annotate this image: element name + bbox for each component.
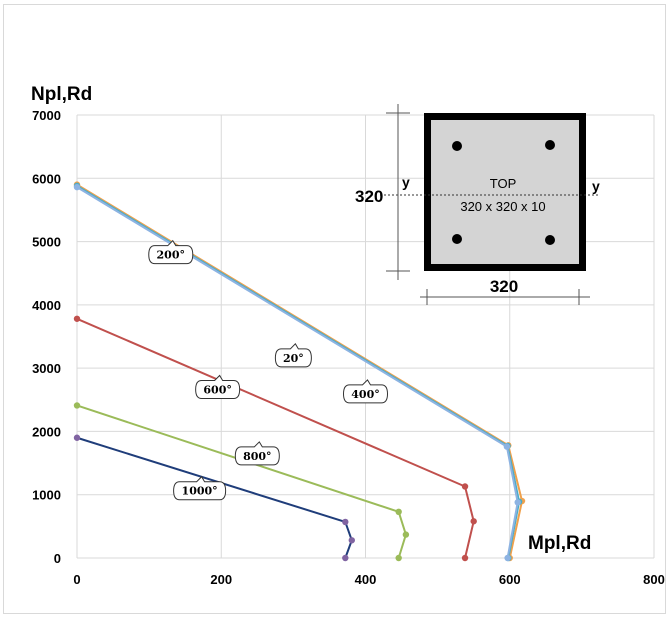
section-height-label: 320 — [355, 187, 383, 206]
data-point-600-0 — [73, 315, 81, 322]
data-point-400-0 — [73, 183, 81, 191]
callout-label-400: 400° — [351, 388, 379, 401]
callout-label-600: 600° — [203, 383, 231, 396]
section-axis-label-right: y — [592, 178, 600, 194]
rebar-bottom-right — [545, 235, 555, 245]
series-line-600 — [76, 317, 475, 559]
data-point-600-1 — [461, 483, 469, 490]
section-size-text: 320 x 320 x 10 — [460, 199, 545, 214]
callout-label-20: 20° — [283, 352, 304, 365]
callout-20: 20° — [274, 343, 312, 368]
data-point-600-3 — [461, 554, 469, 562]
callout-bubble-400 — [342, 379, 389, 404]
data-point-400-1 — [503, 443, 511, 450]
callout-bubble-1000 — [173, 475, 227, 501]
data-point-1000-3 — [342, 554, 349, 562]
y-tick-label-0: 0 — [54, 551, 61, 566]
tick-labels: 0 200 400 600 800 0 1000 2000 3000 4000 5000 6000 70… — [32, 108, 665, 587]
series-line-800 — [76, 404, 407, 559]
section-width-label: 320 — [490, 277, 518, 296]
callout-bubble-800 — [234, 441, 280, 466]
data-point-400-2 — [514, 499, 521, 506]
rebar-top-right — [545, 140, 555, 150]
y-axis-title: Npl,Rd — [31, 84, 92, 105]
data-point-800-1 — [395, 508, 402, 516]
chart-frame — [3, 4, 666, 614]
data-point-800-2 — [402, 531, 410, 538]
series-line-1000 — [76, 436, 353, 559]
series-markers — [73, 181, 526, 562]
callout-800: 800° — [234, 441, 280, 466]
data-point-1000-1 — [342, 518, 349, 526]
callout-label-1000: 1000° — [182, 485, 218, 498]
callout-label-800: 800° — [243, 450, 271, 463]
data-point-400-3 — [504, 554, 511, 562]
y-tick-label-3000: 3000 — [32, 361, 61, 376]
y-tick-label-5000: 5000 — [32, 235, 61, 250]
data-point-1000-2 — [348, 537, 355, 544]
callout-label-200: 200° — [157, 249, 185, 262]
x-tick-label-400: 400 — [355, 572, 377, 587]
callout-400: 400° — [342, 379, 389, 404]
y-tick-label-1000: 1000 — [32, 488, 61, 503]
x-tick-label-200: 200 — [210, 572, 232, 587]
section-concrete-fill — [431, 120, 579, 264]
x-tick-label-0: 0 — [73, 572, 80, 587]
callout-bubble-20 — [274, 343, 312, 368]
data-point-800-3 — [395, 554, 402, 562]
cross-section-inset: TOP 320 x 320 x 10 y y 320 320 — [355, 104, 600, 305]
y-tick-label-4000: 4000 — [32, 298, 61, 313]
y-tick-label-6000: 6000 — [32, 171, 61, 186]
data-point-800-0 — [73, 402, 81, 409]
data-point-1000-0 — [73, 434, 81, 441]
callout-200: 200° — [148, 239, 194, 265]
callout-bubble-600 — [195, 374, 241, 399]
callout-1000: 1000° — [173, 475, 227, 501]
section-axis-label-left: y — [402, 174, 410, 190]
series-lines — [76, 183, 524, 559]
x-tick-label-800: 800 — [643, 572, 665, 587]
callout-600: 600° — [195, 374, 241, 399]
y-tick-label-7000: 7000 — [32, 108, 61, 123]
callout-bubble-200 — [148, 239, 194, 265]
series-line-400 — [76, 186, 519, 559]
section-title: TOP — [490, 176, 517, 191]
temperature-callouts: 200° 20° 400° 600° 800° 1000° — [148, 239, 389, 501]
data-point-600-2 — [470, 518, 477, 525]
x-tick-label-600: 600 — [499, 572, 521, 587]
y-tick-label-2000: 2000 — [32, 424, 61, 439]
rebar-top-left — [452, 141, 462, 151]
x-axis-title: Mpl,Rd — [528, 533, 591, 554]
rebar-bottom-left — [452, 234, 462, 244]
